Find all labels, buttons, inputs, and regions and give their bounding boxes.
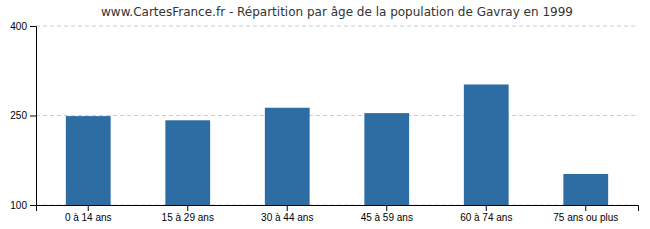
bar (364, 113, 409, 205)
x-tick-mark (287, 205, 288, 211)
grid-line (36, 115, 638, 116)
x-axis: 0 à 14 ans 15 à 29 ans 30 à 44 ans 45 à 59 … (37, 205, 639, 223)
y-axis-line (30, 27, 37, 206)
x-tick: 0 à 14 ans (65, 205, 112, 223)
x-tick-label: 60 à 74 ans (460, 212, 512, 223)
y-tick: 250 (10, 110, 36, 121)
x-tick-mark (386, 205, 387, 211)
plot-area: 100 250 400 0 à 14 ans 15 à 29 ans 30 à 44 an… (10, 21, 638, 223)
chart-container: www.CartesFrance.fr - Répartition par âg… (0, 0, 650, 229)
x-tick: 30 à 44 ans (261, 205, 313, 223)
bar (563, 174, 608, 205)
x-axis-line (37, 206, 639, 212)
y-tick-label: 400 (10, 21, 27, 32)
y-axis: 100 250 400 (10, 21, 36, 211)
chart-title: www.CartesFrance.fr - Répartition par âg… (101, 5, 573, 19)
bar (165, 120, 210, 205)
y-tick-mark (30, 26, 36, 27)
y-tick-mark (30, 116, 36, 117)
bar (265, 108, 310, 205)
x-tick: 45 à 59 ans (361, 205, 413, 223)
x-tick-label: 45 à 59 ans (361, 212, 413, 223)
y-tick: 100 (10, 200, 36, 211)
grid (36, 26, 638, 205)
x-tick-mark (585, 205, 586, 211)
x-tick-label: 0 à 14 ans (65, 212, 112, 223)
x-tick-label: 30 à 44 ans (261, 212, 313, 223)
chart-svg: www.CartesFrance.fr - Répartition par âg… (0, 0, 650, 229)
x-tick-mark (486, 205, 487, 211)
y-tick: 400 (10, 21, 36, 32)
x-tick-mark (88, 205, 89, 211)
x-tick-label: 75 ans ou plus (553, 212, 618, 223)
x-tick: 15 à 29 ans (162, 205, 214, 223)
y-tick-label: 100 (10, 200, 27, 211)
bar (464, 84, 509, 205)
bar (66, 116, 111, 205)
x-tick: 60 à 74 ans (460, 205, 512, 223)
x-tick-mark (187, 205, 188, 211)
x-tick: 75 ans ou plus (553, 205, 618, 223)
y-tick-label: 250 (10, 110, 27, 121)
y-tick-mark (30, 205, 36, 206)
grid-line (36, 26, 638, 27)
x-tick-label: 15 à 29 ans (162, 212, 214, 223)
bars (66, 84, 608, 205)
